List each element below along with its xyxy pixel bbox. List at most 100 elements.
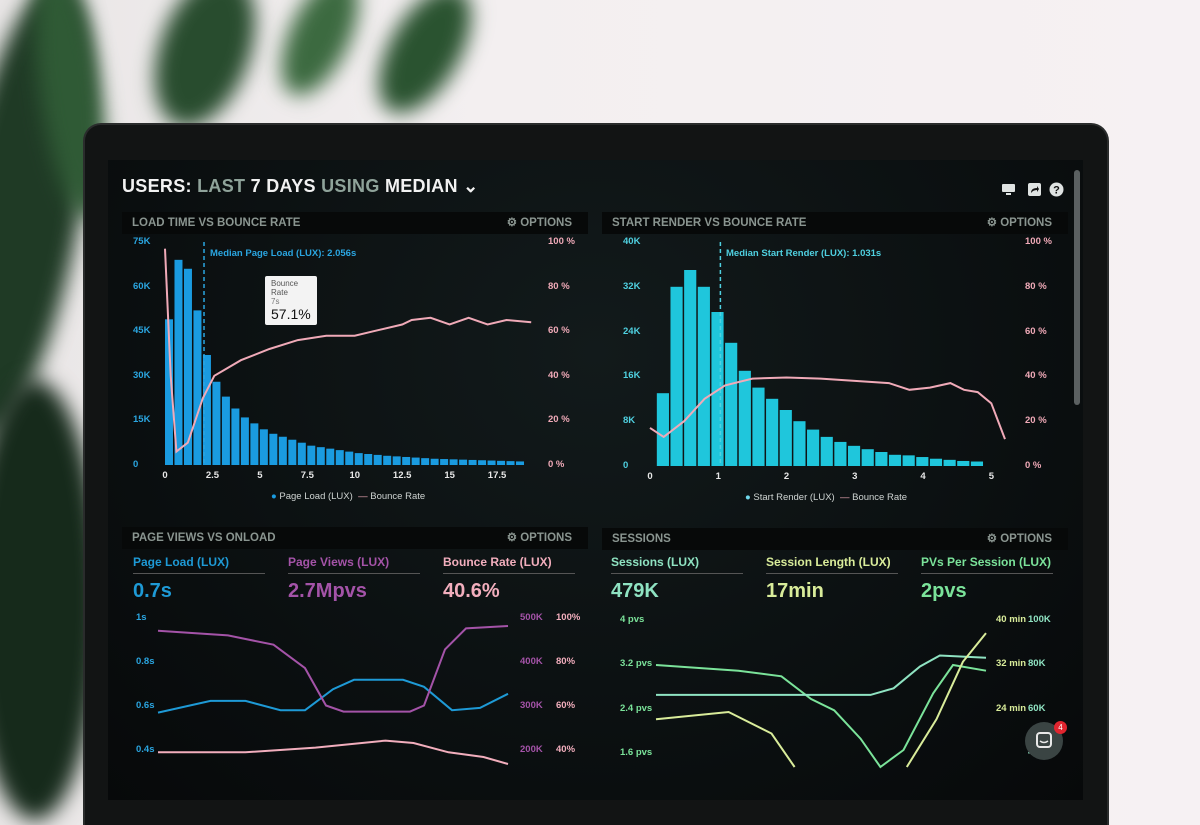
histogram-bar[interactable] (354, 453, 363, 465)
histogram-bar[interactable] (307, 445, 316, 465)
series-line[interactable] (157, 678, 509, 714)
histogram-bar[interactable] (888, 454, 902, 466)
histogram-bar[interactable] (820, 436, 833, 466)
series-line[interactable] (158, 739, 509, 765)
metric-value: 2.7Mpvs (288, 580, 367, 602)
histogram-bar[interactable] (250, 423, 259, 465)
histogram-bar[interactable] (506, 461, 515, 465)
histogram-bar[interactable] (440, 459, 449, 465)
chart-svg (655, 632, 987, 769)
scrollbar[interactable] (1074, 170, 1080, 405)
histogram-bar[interactable] (421, 458, 430, 465)
histogram-bar[interactable] (752, 387, 765, 466)
series-line[interactable] (656, 654, 987, 696)
histogram-bar[interactable] (316, 447, 325, 465)
histogram-bar[interactable] (392, 456, 401, 465)
metric-label: Bounce Rate (LUX) (443, 555, 575, 574)
series-line[interactable] (655, 663, 987, 769)
options-button[interactable]: ⚙ OPTIONS (506, 217, 572, 229)
notification-badge: 4 (1054, 721, 1067, 734)
histogram-bar[interactable] (193, 310, 202, 465)
series-line[interactable] (655, 710, 796, 768)
metric-value: 2pvs (921, 580, 967, 602)
bounce-rate-line[interactable] (164, 248, 532, 454)
y3-tick-label: 80% (556, 656, 576, 667)
histogram-bar[interactable] (807, 429, 820, 466)
histogram-bar[interactable] (957, 460, 970, 466)
histogram-bar[interactable] (656, 393, 669, 466)
histogram-bar[interactable] (202, 354, 211, 465)
dashboard-title[interactable]: USERS: LAST 7 DAYS USING MEDIAN ⌄ (122, 176, 479, 196)
histogram-bar[interactable] (670, 286, 683, 466)
histogram-bar[interactable] (861, 449, 874, 466)
histogram-bar[interactable] (297, 442, 306, 465)
histogram-bar[interactable] (497, 460, 506, 465)
histogram-bar[interactable] (487, 460, 496, 465)
series-line[interactable] (905, 632, 987, 768)
histogram-bar[interactable] (725, 342, 738, 466)
histogram-bar[interactable] (834, 441, 847, 466)
monitor-icon[interactable] (1001, 182, 1016, 197)
options-button[interactable]: ⚙ OPTIONS (506, 532, 572, 544)
panel-title: LOAD TIME VS BOUNCE RATE (132, 217, 301, 229)
histogram-bar[interactable] (345, 451, 354, 465)
metric-label: PVs Per Session (LUX) (921, 555, 1053, 574)
panel-header-page-views: PAGE VIEWS VS ONLOAD ⚙ OPTIONS (122, 527, 588, 549)
histogram-bar[interactable] (231, 408, 240, 465)
histogram-bar[interactable] (779, 410, 792, 466)
histogram-bar[interactable] (943, 459, 956, 466)
histogram-bar[interactable] (402, 456, 411, 465)
options-button[interactable]: ⚙ OPTIONS (986, 533, 1052, 545)
median-annotation: Median Start Render (LUX): 1.031s (726, 248, 882, 259)
histogram-bar[interactable] (221, 396, 230, 465)
histogram-bar[interactable] (929, 458, 943, 466)
histogram-bar[interactable] (766, 398, 779, 466)
histogram-bar[interactable] (364, 453, 373, 465)
y-tick-label: 60K (133, 280, 151, 292)
histogram-bar[interactable] (174, 259, 183, 465)
histogram-bar[interactable] (516, 461, 525, 465)
histogram-bar[interactable] (183, 268, 192, 465)
histogram-bar[interactable] (847, 445, 861, 466)
y2-tick-label: 80 % (1025, 280, 1047, 292)
help-icon[interactable]: ? (1049, 182, 1064, 197)
histogram-bar[interactable] (288, 439, 297, 465)
metric-label: Session Length (LUX) (766, 555, 898, 574)
histogram-bar[interactable] (430, 458, 439, 465)
histogram-bar[interactable] (697, 286, 710, 466)
histogram-bar[interactable] (383, 455, 392, 465)
histogram-bar[interactable] (326, 448, 335, 465)
histogram-bar[interactable] (478, 460, 487, 465)
histogram-bar[interactable] (212, 381, 221, 465)
y-tick-label: 32K (623, 280, 641, 292)
histogram-bar[interactable] (165, 319, 173, 465)
histogram-bar[interactable] (411, 457, 420, 465)
histogram-bar[interactable] (738, 370, 751, 466)
panel-title: START RENDER VS BOUNCE RATE (612, 217, 807, 229)
metric-value: 40.6% (443, 580, 500, 602)
histogram-bar[interactable] (970, 461, 984, 466)
histogram-bar[interactable] (240, 417, 249, 465)
histogram-bar[interactable] (373, 454, 382, 465)
x-tick-label: 5 (257, 470, 263, 481)
y2-tick-label: 80 % (548, 280, 570, 292)
histogram-bar[interactable] (269, 433, 278, 465)
histogram-bar[interactable] (259, 429, 268, 465)
histogram-bar[interactable] (335, 450, 344, 465)
y-tick-label: 30K (133, 369, 151, 381)
histogram-bar[interactable] (875, 452, 888, 466)
chevron-down-icon[interactable]: ⌄ (463, 176, 479, 196)
share-icon[interactable] (1027, 182, 1042, 197)
histogram-bar[interactable] (459, 459, 468, 465)
histogram-bar[interactable] (278, 436, 287, 465)
histogram-bar[interactable] (468, 459, 477, 465)
histogram-bar[interactable] (916, 457, 929, 466)
y2-tick-label: 40 % (1025, 370, 1047, 382)
bounce-rate-line[interactable] (649, 376, 1006, 440)
options-button[interactable]: ⚙ OPTIONS (986, 217, 1052, 229)
histogram-bar[interactable] (793, 421, 806, 466)
histogram-bar[interactable] (902, 455, 915, 466)
series-line[interactable] (157, 625, 509, 713)
dashboard-screen: USERS: LAST 7 DAYS USING MEDIAN ⌄ ? LOAD… (108, 160, 1083, 800)
histogram-bar[interactable] (449, 459, 458, 465)
